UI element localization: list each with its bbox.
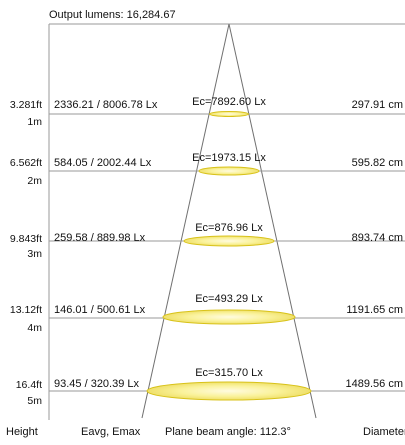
beam-angle-label: Plane beam angle: 112.3° <box>165 426 291 438</box>
eavg-emax-column-label: Eavg, Emax <box>81 426 141 438</box>
ec-value: Ec=7892.60 Lx <box>192 96 266 108</box>
height-ft-label: 13.12ft <box>10 304 42 316</box>
cone-right-edge <box>228 23 317 419</box>
eavg-emax-value: 2336.21 / 8006.78 Lx <box>54 99 158 111</box>
eavg-emax-value: 259.58 / 889.98 Lx <box>54 232 146 244</box>
level-row: 13.12ft 4m 146.01 / 500.61 Lx Ec=493.29 … <box>10 293 405 334</box>
height-ft-label: 6.562ft <box>10 157 42 169</box>
height-ft-label: 3.281ft <box>10 99 42 111</box>
level-row: 6.562ft 2m 584.05 / 2002.44 Lx Ec=1973.1… <box>10 152 405 187</box>
level-row: 9.843ft 3m 259.58 / 889.98 Lx Ec=876.96 … <box>10 222 405 260</box>
ec-value: Ec=493.29 Lx <box>195 293 263 305</box>
height-m-label: 4m <box>27 322 42 334</box>
illuminance-ellipse <box>183 235 275 247</box>
height-m-label: 1m <box>27 116 42 128</box>
height-m-label: 5m <box>27 395 42 407</box>
level-row: 16.4ft 5m 93.45 / 320.39 Lx Ec=315.70 Lx… <box>16 367 405 407</box>
output-lumens-label: Output lumens: 16,284.67 <box>49 9 176 21</box>
ec-value: Ec=876.96 Lx <box>195 222 263 234</box>
height-ft-label: 9.843ft <box>10 233 42 245</box>
cone-left-edge <box>141 23 230 419</box>
eavg-emax-value: 146.01 / 500.61 Lx <box>54 304 146 316</box>
diameter-value: 1191.65 cm <box>346 304 403 316</box>
height-ft-label: 16.4ft <box>16 379 42 391</box>
level-row: 3.281ft 1m 2336.21 / 8006.78 Lx Ec=7892.… <box>10 96 405 128</box>
illuminance-ellipse <box>162 309 296 325</box>
diameter-value: 1489.56 cm <box>346 378 403 390</box>
eavg-emax-value: 584.05 / 2002.44 Lx <box>54 157 152 169</box>
ec-value: Ec=315.70 Lx <box>195 367 263 379</box>
diameter-value: 297.91 cm <box>352 99 403 111</box>
eavg-emax-value: 93.45 / 320.39 Lx <box>54 378 140 390</box>
diameter-value: 595.82 cm <box>352 157 403 169</box>
height-m-label: 3m <box>27 248 42 260</box>
height-m-label: 2m <box>27 175 42 187</box>
height-column-label: Height <box>6 426 38 438</box>
illuminance-ellipse <box>209 111 249 117</box>
ec-value: Ec=1973.15 Lx <box>192 152 266 164</box>
diameter-value: 893.74 cm <box>352 232 403 244</box>
illuminance-ellipse <box>198 166 260 176</box>
illuminance-ellipse <box>146 381 312 401</box>
diameter-column-label: Diameter <box>363 426 405 438</box>
